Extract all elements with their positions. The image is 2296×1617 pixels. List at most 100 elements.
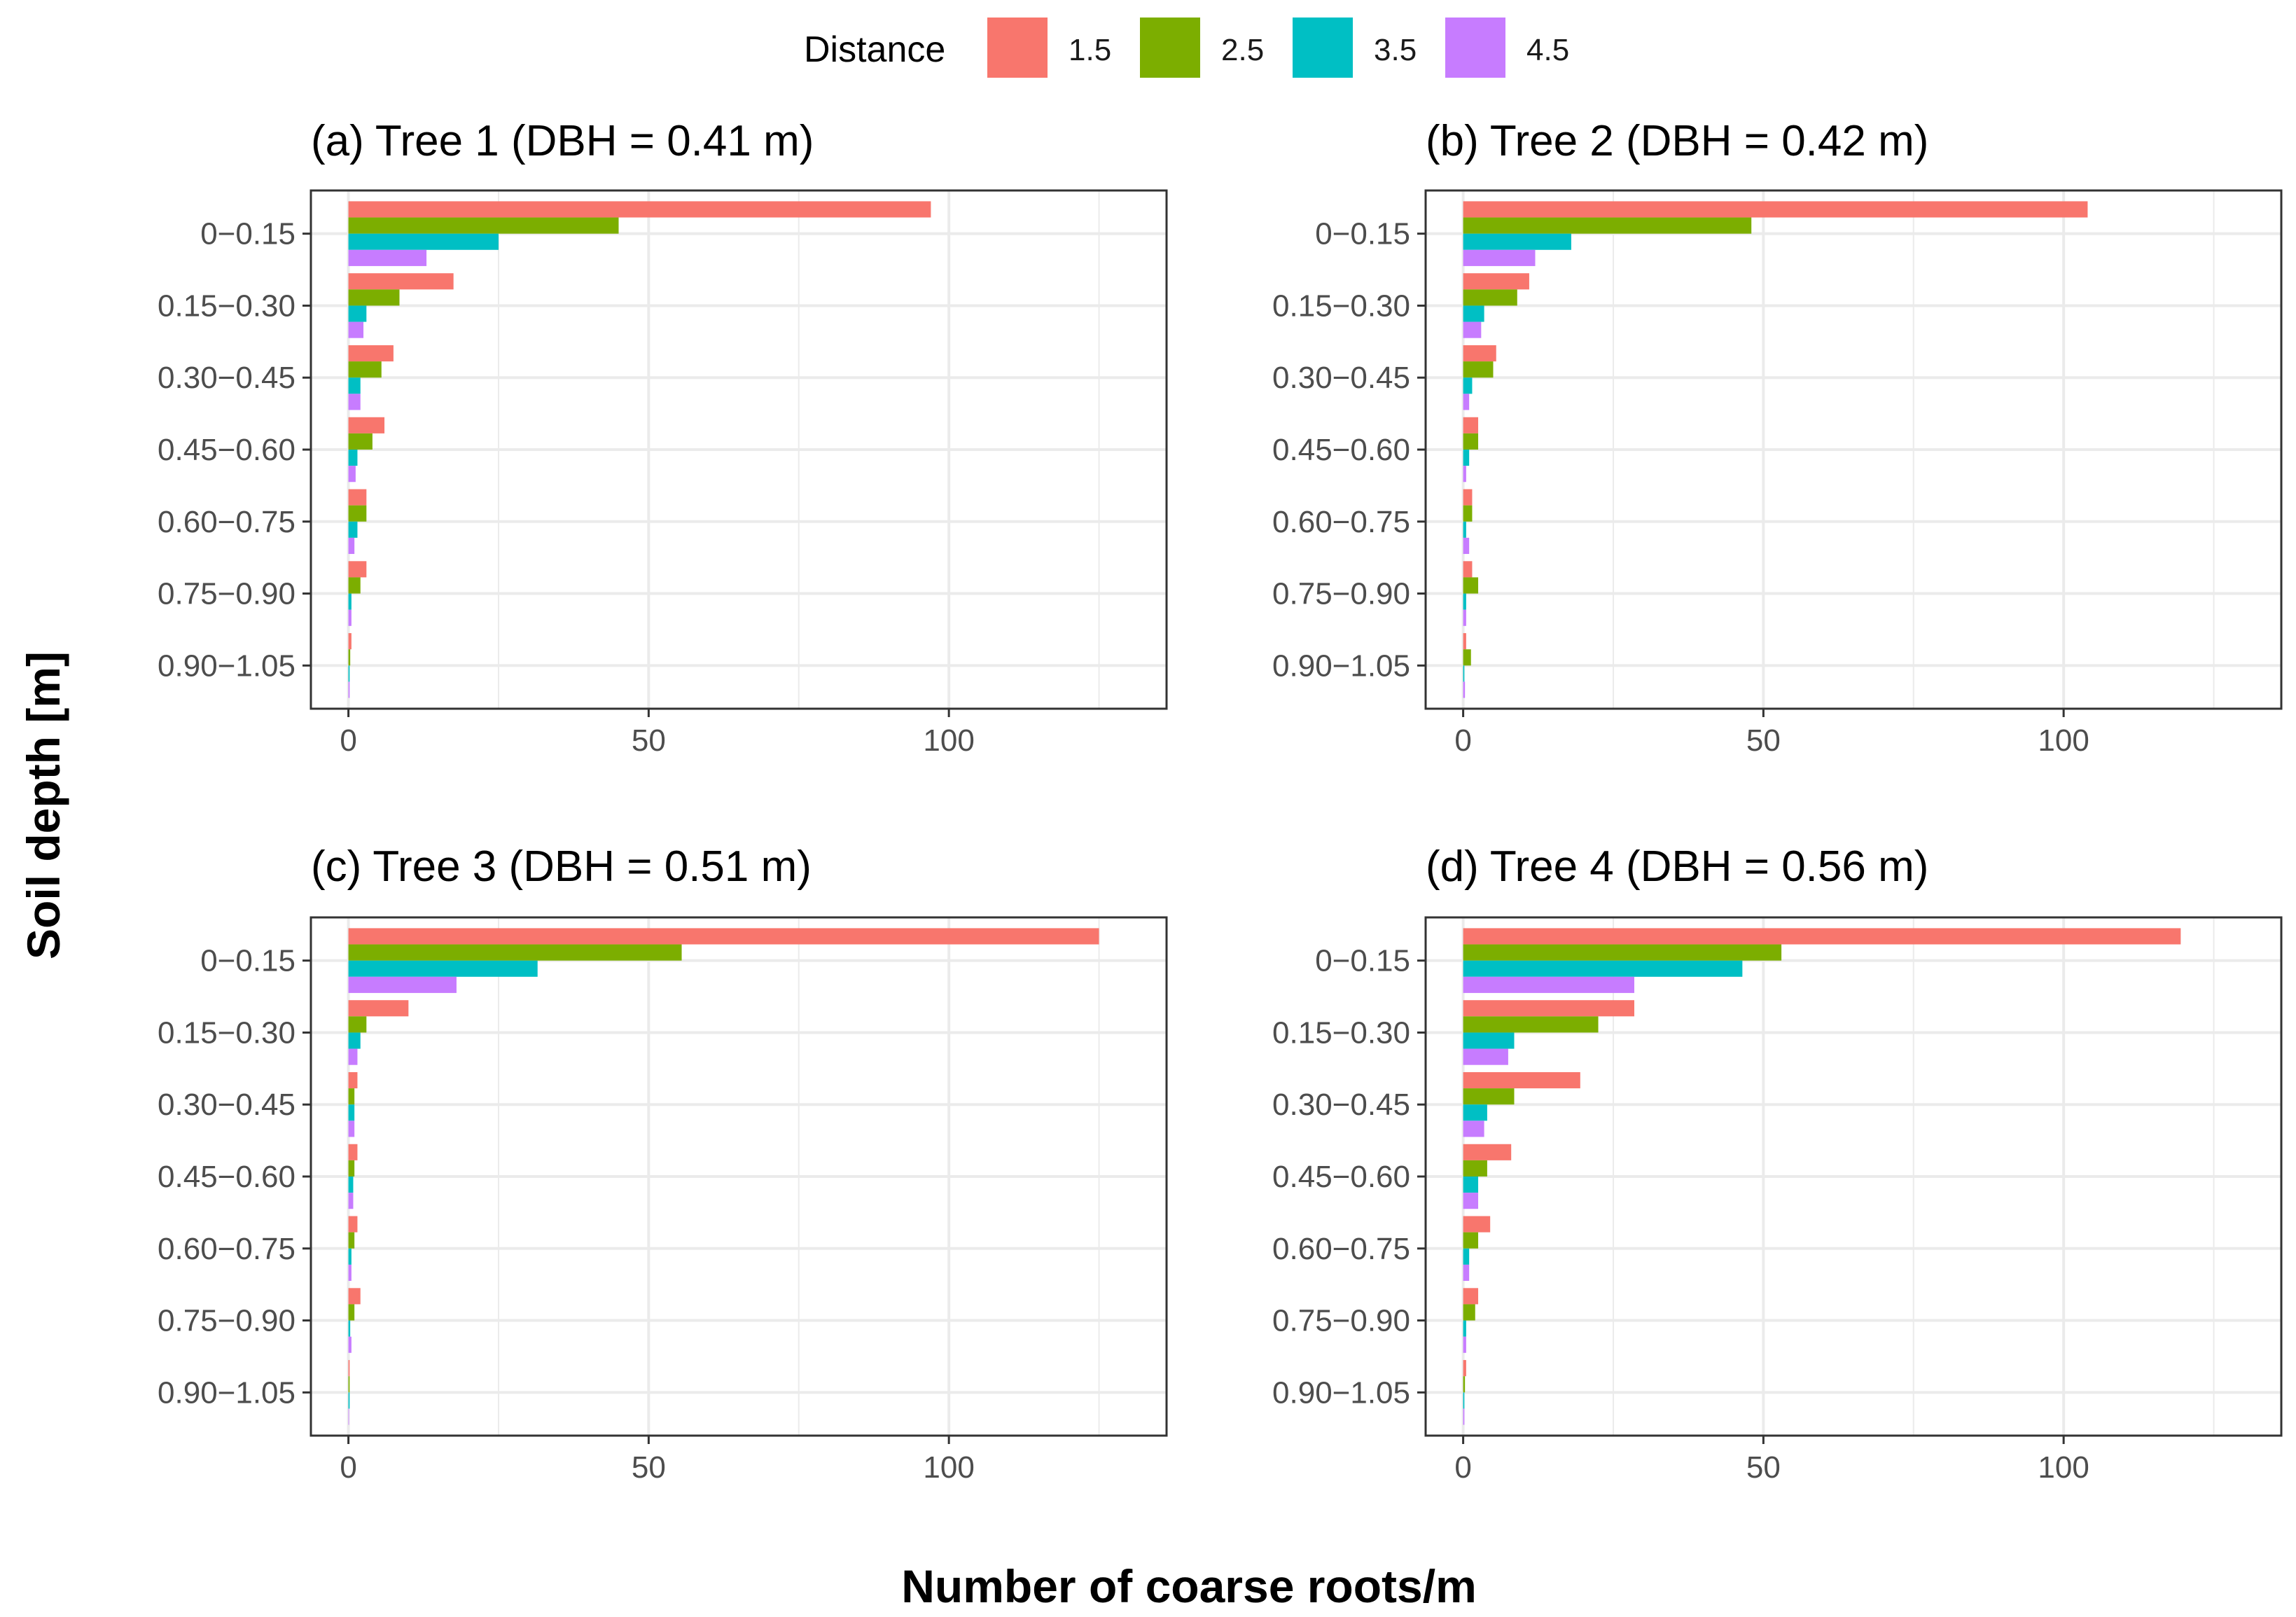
panel-c-bar-3.5-1 [348,960,538,977]
panel-d-bar-4.5-7 [1463,1408,1465,1425]
panel-b-y-tick-label: 0.90−1.05 [1272,648,1410,683]
panel-c: 0 50 100 0−0.15 0.15−0.30 0.30−0.45 0.45−0.60 0… [158,916,1168,1485]
panel-d-bar-4.5-3 [1463,1120,1484,1137]
panel-a-bar-2.5-3 [348,361,382,378]
panel-d-bar-2.5-5 [1463,1232,1479,1249]
panel-b-bar-4.5-2 [1463,321,1482,338]
panel-b-bar-2.5-4 [1463,433,1479,450]
panel-a-y-tick-label: 0−0.15 [200,217,295,251]
panel-b-bar-1.5-1 [1463,201,2088,218]
panel-b-y-tick-label: 0−0.15 [1315,217,1410,251]
x-axis-title: Number of coarse roots/m [901,1560,1477,1612]
panel-b-bar-2.5-2 [1463,289,1517,306]
panel-d-bar-4.5-6 [1463,1336,1466,1353]
panel-b-bar-1.5-6 [1463,561,1473,578]
panel-a-y-tick-label: 0.45−0.60 [158,433,295,467]
panel-b-x-tick-label: 50 [1746,723,1781,758]
panel-b-bar-2.5-1 [1463,217,1752,234]
panel-a-y-tick-label: 0.60−0.75 [158,505,295,539]
panel-c-bar-1.5-1 [348,928,1099,945]
panel-a-y-tick-label: 0.90−1.05 [158,648,295,683]
panel-b-bar-4.5-4 [1463,466,1466,483]
panel-b-bar-4.5-3 [1463,394,1470,410]
panel-d-y-tick-label: 0.45−0.60 [1272,1160,1410,1194]
panel-d-y-tick-label: 0.15−0.30 [1272,1015,1410,1050]
y-axis-title: Soil depth [m] [18,651,69,959]
panel-c-bar-4.5-5 [348,1264,352,1282]
legend-label-4: 4.5 [1526,33,1569,67]
panel-a-bar-1.5-1 [348,201,931,218]
panel-d-bar-1.5-7 [1463,1360,1466,1377]
legend-label-2: 2.5 [1221,33,1264,67]
panel-d-bar-2.5-1 [1463,944,1782,961]
panel-d-bar-2.5-2 [1463,1016,1599,1033]
panel-c-bar-3.5-5 [348,1248,352,1265]
panel-d-bar-1.5-2 [1463,1000,1634,1017]
panel-d-y-tick-label: 0−0.15 [1315,944,1410,978]
panel-a-bar-4.5-7 [348,681,350,698]
panel-a-bar-4.5-1 [348,249,427,266]
panel-d: 0 50 100 0−0.15 0.15−0.30 0.30−0.45 0.45−0.60 0… [1272,916,2283,1485]
panel-c-bar-3.5-2 [348,1032,361,1049]
panel-c-bar-4.5-6 [348,1336,352,1353]
panel-d-bar-2.5-7 [1463,1376,1466,1393]
panel-c-bar-2.5-1 [348,944,682,961]
panel-a-bar-1.5-6 [348,561,367,578]
panel-b-bar-3.5-5 [1463,521,1466,538]
panel-b-x-tick-label: 100 [2038,723,2089,758]
panel-d-bar-2.5-3 [1463,1088,1515,1105]
panel-c-x-tick-label: 50 [632,1450,666,1485]
panel-a-bar-4.5-3 [348,394,361,410]
panel-b-bar-2.5-3 [1463,361,1494,378]
panel-a-bar-1.5-5 [348,489,367,506]
panel-c-x-tick-label: 100 [923,1450,974,1485]
panel-a-bar-2.5-2 [348,289,400,306]
legend-swatch-4 [1445,18,1505,78]
panel-b-y-tick-label: 0.30−0.45 [1272,361,1410,395]
legend-title: Distance [804,29,945,70]
panel-d-y-tick-label: 0.75−0.90 [1272,1304,1410,1338]
panel-d-bar-3.5-3 [1463,1104,1487,1121]
panel-d-bar-3.5-4 [1463,1177,1479,1193]
panel-c-bar-1.5-7 [348,1360,350,1377]
panel-d-border [1424,916,2283,1437]
legend-label-1: 1.5 [1069,33,1111,67]
panel-b-bar-3.5-1 [1463,233,1571,250]
panel-b-bar-1.5-5 [1463,489,1473,506]
panel-d-bar-4.5-4 [1463,1193,1479,1209]
panel-c-bar-2.5-2 [348,1016,367,1033]
panel-b-border [1424,189,2283,710]
panel-b-y-tick-label: 0.60−0.75 [1272,505,1410,539]
panel-d-bar-1.5-6 [1463,1288,1479,1305]
panel-d-y-tick-label: 0.30−0.45 [1272,1088,1410,1122]
panel-d-bar-4.5-5 [1463,1264,1470,1282]
panel-d-bar-1.5-3 [1463,1071,1580,1089]
panel-c-y-tick-label: 0.15−0.30 [158,1015,295,1050]
panel-a-bar-3.5-3 [348,377,361,394]
panel-b-bar-2.5-5 [1463,505,1473,522]
panel-a-bar-4.5-2 [348,321,364,338]
panel-title-a: (a) Tree 1 (DBH = 0.41 m) [311,117,814,165]
panel-a-x-tick-label: 50 [632,723,666,758]
panel-c-x-tick-label: 0 [340,1450,356,1485]
panel-a-bar-4.5-4 [348,466,356,483]
panel-c-bar-2.5-6 [348,1304,355,1321]
panel-c-bar-2.5-4 [348,1160,355,1177]
panel-a-bar-2.5-5 [348,505,367,522]
panel-d-bar-3.5-5 [1463,1248,1470,1265]
panel-d-bar-3.5-7 [1463,1392,1465,1409]
panel-d-bar-2.5-4 [1463,1160,1487,1177]
panel-c-bar-3.5-6 [348,1320,351,1337]
panel-b-bar-3.5-7 [1463,665,1465,682]
panel-a-bar-2.5-6 [348,577,361,594]
panel-b-bar-2.5-6 [1463,577,1479,594]
panel-a-bar-3.5-4 [348,450,358,466]
panel-b-bar-1.5-4 [1463,417,1479,433]
panel-c-bar-2.5-7 [348,1376,350,1393]
panel-b-y-tick-label: 0.45−0.60 [1272,433,1410,467]
panel-c-bar-4.5-3 [348,1120,355,1137]
panel-b-bar-1.5-7 [1463,633,1466,650]
panel-a-bar-3.5-5 [348,521,358,538]
panel-a-bar-2.5-1 [348,217,619,234]
panel-d-bar-4.5-2 [1463,1048,1508,1065]
